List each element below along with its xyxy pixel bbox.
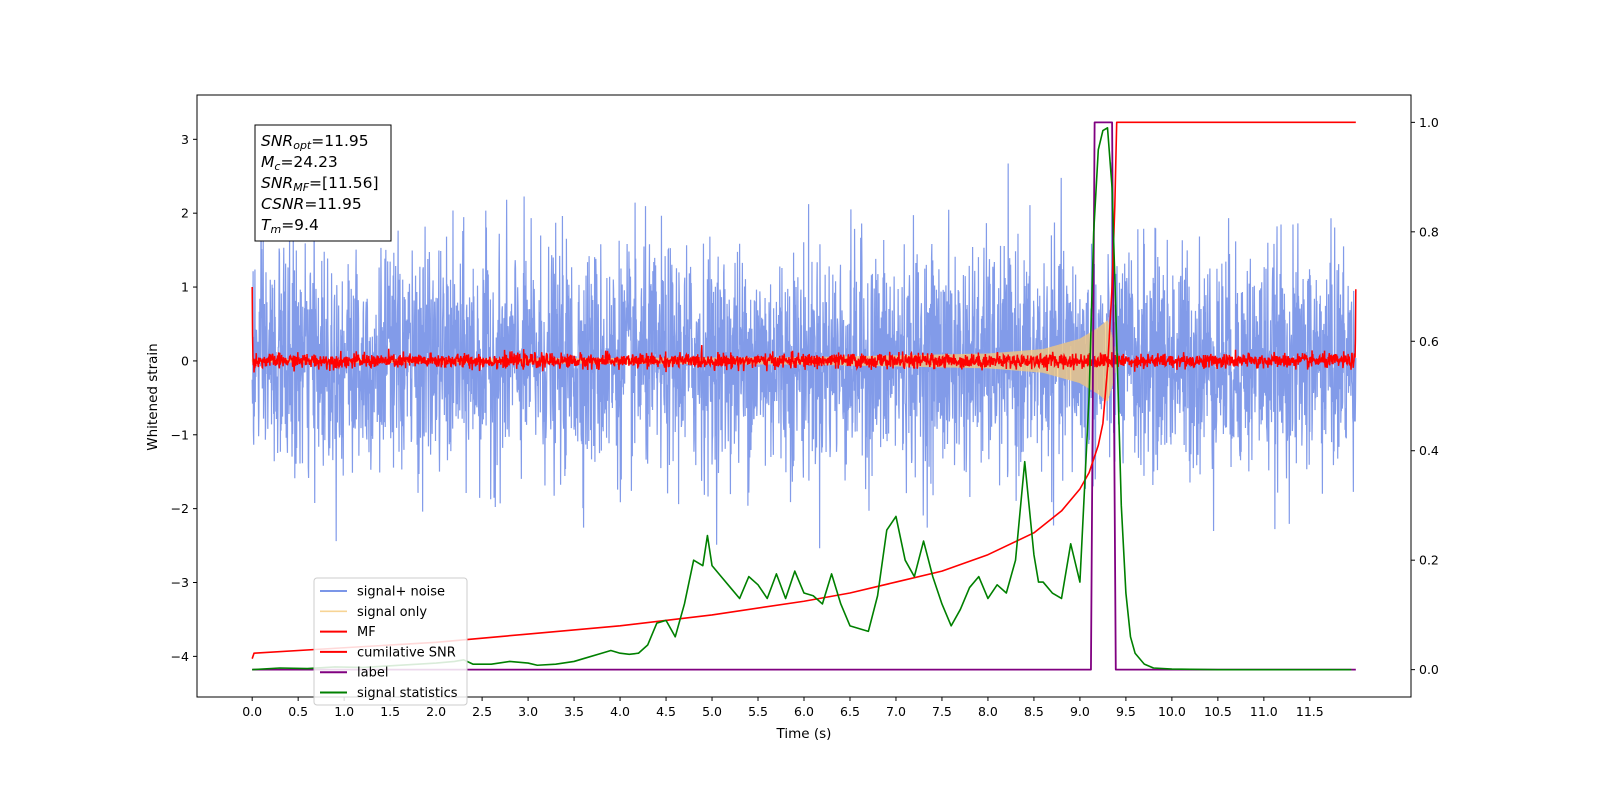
plot-area <box>251 121 1357 671</box>
y-axis-right: 1.0 0.8 0.6 0.4 0.2 0.0 <box>1411 115 1439 677</box>
x-tick-label: 8.5 <box>1024 704 1044 719</box>
y-tick-label: 3 <box>181 132 189 147</box>
y-tick-label: −2 <box>171 501 189 516</box>
x-tick-label: 6.5 <box>840 704 860 719</box>
x-tick-label: 0.5 <box>288 704 308 719</box>
x-tick-label: 4.5 <box>656 704 676 719</box>
y-tick-label-right: 0.6 <box>1419 334 1439 349</box>
series-label <box>252 121 1356 671</box>
x-tick-label: 5.0 <box>702 704 722 719</box>
x-tick-label: 2.0 <box>426 704 446 719</box>
series-signal-statistics <box>252 127 1352 671</box>
legend-entry: signal only <box>357 605 427 620</box>
x-tick-label: 4.0 <box>610 704 630 719</box>
x-tick-label: 9.0 <box>1070 704 1090 719</box>
annotation-line: CSNR=11.95 <box>261 195 362 213</box>
legend-entry: MF <box>357 625 376 640</box>
x-tick-label: 2.5 <box>472 704 492 719</box>
annotation-line: Mc=24.23 <box>261 153 338 173</box>
x-tick-label: 10.0 <box>1158 704 1186 719</box>
x-tick-label: 6.0 <box>794 704 814 719</box>
x-tick-label: 7.5 <box>932 704 952 719</box>
x-tick-label: 3.0 <box>518 704 538 719</box>
y-tick-label: 0 <box>181 353 189 368</box>
y-tick-label-right: 0.8 <box>1419 224 1439 239</box>
series-mf <box>251 287 1357 373</box>
x-tick-label: 9.5 <box>1116 704 1136 719</box>
x-axis: 0.0 0.5 1.0 1.5 2.0 2.5 3.0 3.5 4.0 4.5 5.0 5.5 6.0 6… <box>242 697 1324 719</box>
annotation-line: SNRMF=[11.56] <box>261 174 379 194</box>
annotation-frame <box>254 124 392 242</box>
annotation-line: SNRopt=11.95 <box>261 132 369 152</box>
x-tick-label: 1.5 <box>380 704 400 719</box>
legend-entry: signal statistics <box>357 686 458 701</box>
legend-entry: signal+ noise <box>357 585 445 600</box>
x-tick-label: 11.0 <box>1250 704 1278 719</box>
x-tick-label: 10.5 <box>1204 704 1232 719</box>
annotation-line: Tm=9.4 <box>261 216 319 236</box>
x-axis-label: Time (s) <box>776 726 832 742</box>
x-tick-label: 8.0 <box>978 704 998 719</box>
y-tick-label-right: 0.2 <box>1419 553 1439 568</box>
y-tick-label: −1 <box>171 427 189 442</box>
y-axis-left: 3 2 1 0 −1 −2 −3 −4 <box>171 132 197 664</box>
y-tick-label-right: 0.4 <box>1419 443 1439 458</box>
y-tick-label: 1 <box>181 280 189 295</box>
y-tick-label-right: 0.0 <box>1419 662 1439 677</box>
legend-entry: cumilative SNR <box>357 645 456 660</box>
annotation-box: SNRopt=11.95Mc=24.23SNRMF=[11.56]CSNR=11… <box>254 124 392 242</box>
y-tick-label: −3 <box>171 575 189 590</box>
x-tick-label: 7.0 <box>886 704 906 719</box>
series-cumulative-snr <box>251 121 1356 659</box>
legend: signal+ noise signal only MF cumilative SNR… <box>313 577 468 706</box>
x-tick-label: 5.5 <box>748 704 768 719</box>
x-tick-label: 0.0 <box>242 704 262 719</box>
y-tick-label: −4 <box>171 649 189 664</box>
series-signal-noise <box>251 162 1357 549</box>
legend-entry: label <box>357 666 388 681</box>
x-tick-label: 3.5 <box>564 704 584 719</box>
y-axis-label: Whitened strain <box>145 343 161 450</box>
legend-frame <box>313 577 468 706</box>
y-tick-label-right: 1.0 <box>1419 115 1439 130</box>
x-tick-label: 11.5 <box>1296 704 1324 719</box>
x-tick-label: 1.0 <box>334 704 354 719</box>
y-tick-label: 2 <box>181 206 189 221</box>
